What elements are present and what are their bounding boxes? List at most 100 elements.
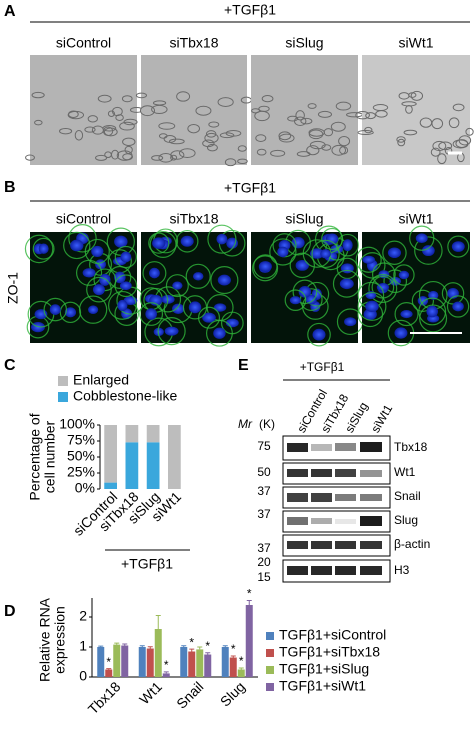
bar (196, 649, 204, 677)
cell (205, 130, 217, 138)
y-axis-label: Percentage of (27, 413, 43, 500)
bar (221, 647, 229, 677)
cell (410, 90, 424, 101)
cell (122, 137, 136, 147)
significance-mark: * (239, 654, 244, 668)
cell (95, 154, 108, 161)
nucleus (153, 327, 164, 337)
bar (204, 654, 212, 677)
cell-outline (108, 290, 137, 320)
cell (135, 92, 148, 99)
cell-outline (63, 231, 91, 260)
nucleus (398, 270, 410, 280)
cell (278, 131, 292, 141)
x-tick-label: Wt1 (136, 678, 165, 707)
nucleus (342, 239, 353, 252)
cell-outline (148, 232, 170, 254)
cell-outline (359, 252, 386, 279)
cell (121, 95, 133, 103)
bar (146, 648, 154, 677)
bar (237, 669, 245, 677)
cell (448, 117, 460, 129)
annotation: +TGFβ1 (121, 556, 173, 572)
nucleus (226, 237, 238, 249)
nucleus (202, 312, 216, 323)
cell (170, 150, 185, 160)
cell (31, 91, 45, 99)
y-tick-label: 2 (79, 608, 87, 624)
protein-label: Slug (394, 513, 418, 527)
cell-outline (289, 252, 315, 279)
nucleus (92, 284, 105, 296)
cell (452, 103, 465, 112)
phase-image (141, 55, 247, 165)
cell (309, 140, 326, 150)
cell-outline (86, 276, 112, 303)
y-tick-label: 50% (67, 448, 95, 464)
cell (455, 139, 469, 148)
nucleus (325, 233, 339, 245)
nucleus (99, 273, 111, 286)
cell (206, 143, 218, 152)
bar-segment (146, 425, 160, 443)
bar (97, 647, 105, 677)
cell (300, 117, 313, 125)
nucleus (91, 245, 104, 257)
nucleus (192, 272, 204, 281)
cell (59, 127, 73, 135)
cell (331, 144, 347, 156)
treatment-label: +TGFβ1 (224, 180, 276, 196)
significance-mark: * (205, 639, 210, 653)
y-tick-label: 0% (75, 480, 95, 496)
error-bar (106, 668, 112, 670)
nucleus (120, 251, 132, 263)
cell (330, 121, 346, 132)
bar-segment (104, 482, 117, 489)
cell (396, 136, 406, 143)
nucleus (289, 296, 302, 305)
nucleus (164, 326, 179, 336)
cell (115, 114, 124, 121)
cell-outline (418, 297, 447, 326)
cell (307, 103, 317, 109)
cell (168, 138, 185, 145)
protein-label: H3 (394, 563, 410, 577)
protein-label: Tbx18 (394, 440, 428, 454)
error-bar (114, 642, 120, 645)
legend-swatch (58, 376, 68, 386)
nucleus (114, 235, 128, 248)
protein-label: Snail (394, 489, 421, 503)
bar (162, 673, 170, 677)
panel-letter: A (4, 3, 16, 20)
cell (195, 105, 212, 116)
y-axis-label: expression (52, 606, 68, 674)
cell-outline (114, 274, 138, 298)
cell (237, 158, 248, 165)
cell-outline (336, 233, 359, 257)
cell (158, 122, 176, 130)
cell-outline (394, 302, 419, 327)
nucleus (376, 283, 389, 292)
cell-outline (446, 295, 470, 318)
nucleus (422, 245, 435, 257)
legend-swatch (58, 392, 68, 402)
condition-label: siWt1 (399, 211, 434, 227)
condition-label: siControl (56, 211, 111, 227)
legend-swatch (266, 683, 274, 691)
cell (116, 150, 133, 161)
bar-segment (104, 425, 117, 483)
cell (84, 126, 96, 133)
phase-image (30, 55, 137, 165)
bar (188, 651, 196, 677)
y-tick-label: 1 (79, 638, 87, 654)
nucleus (119, 281, 132, 291)
cell (261, 94, 274, 103)
y-tick-label: 75% (67, 432, 95, 448)
cell-outline (175, 229, 199, 253)
condition-label: siTbx18 (169, 211, 218, 227)
legend-label: Enlarged (73, 372, 129, 388)
cell (323, 128, 334, 137)
nucleus (64, 307, 77, 318)
nucleus (277, 246, 289, 258)
cell (295, 110, 305, 121)
